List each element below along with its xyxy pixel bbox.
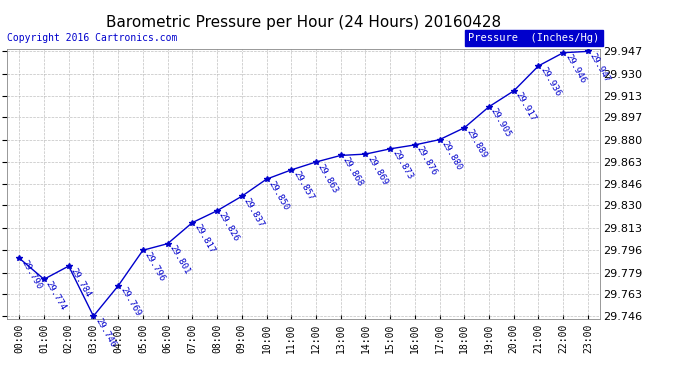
Text: 29.790: 29.790: [19, 258, 43, 291]
Text: 29.947: 29.947: [588, 51, 612, 84]
Text: 29.905: 29.905: [489, 107, 513, 139]
Text: 29.826: 29.826: [217, 211, 241, 243]
Text: 29.863: 29.863: [316, 162, 340, 195]
Text: 29.876: 29.876: [415, 145, 439, 177]
Text: 29.868: 29.868: [341, 155, 364, 188]
Text: 29.857: 29.857: [291, 170, 315, 202]
Text: 29.746: 29.746: [93, 316, 117, 348]
Text: 29.936: 29.936: [538, 66, 562, 98]
Text: Barometric Pressure per Hour (24 Hours) 20160428: Barometric Pressure per Hour (24 Hours) …: [106, 15, 501, 30]
Text: 29.801: 29.801: [168, 244, 192, 276]
Text: 29.869: 29.869: [366, 154, 389, 186]
Text: 29.873: 29.873: [390, 149, 414, 181]
Text: 29.837: 29.837: [241, 196, 266, 229]
Text: 29.946: 29.946: [563, 53, 587, 85]
Text: 29.769: 29.769: [118, 286, 142, 318]
Text: 29.850: 29.850: [266, 179, 290, 212]
Text: 29.880: 29.880: [440, 140, 464, 172]
Text: 29.796: 29.796: [143, 250, 167, 283]
Text: 29.889: 29.889: [464, 128, 489, 160]
Text: Copyright 2016 Cartronics.com: Copyright 2016 Cartronics.com: [7, 33, 177, 44]
Text: 29.774: 29.774: [44, 279, 68, 312]
Text: Pressure  (Inches/Hg): Pressure (Inches/Hg): [469, 33, 600, 44]
Text: 29.917: 29.917: [514, 91, 538, 123]
Text: 29.817: 29.817: [193, 223, 216, 255]
Text: 29.784: 29.784: [69, 266, 92, 298]
